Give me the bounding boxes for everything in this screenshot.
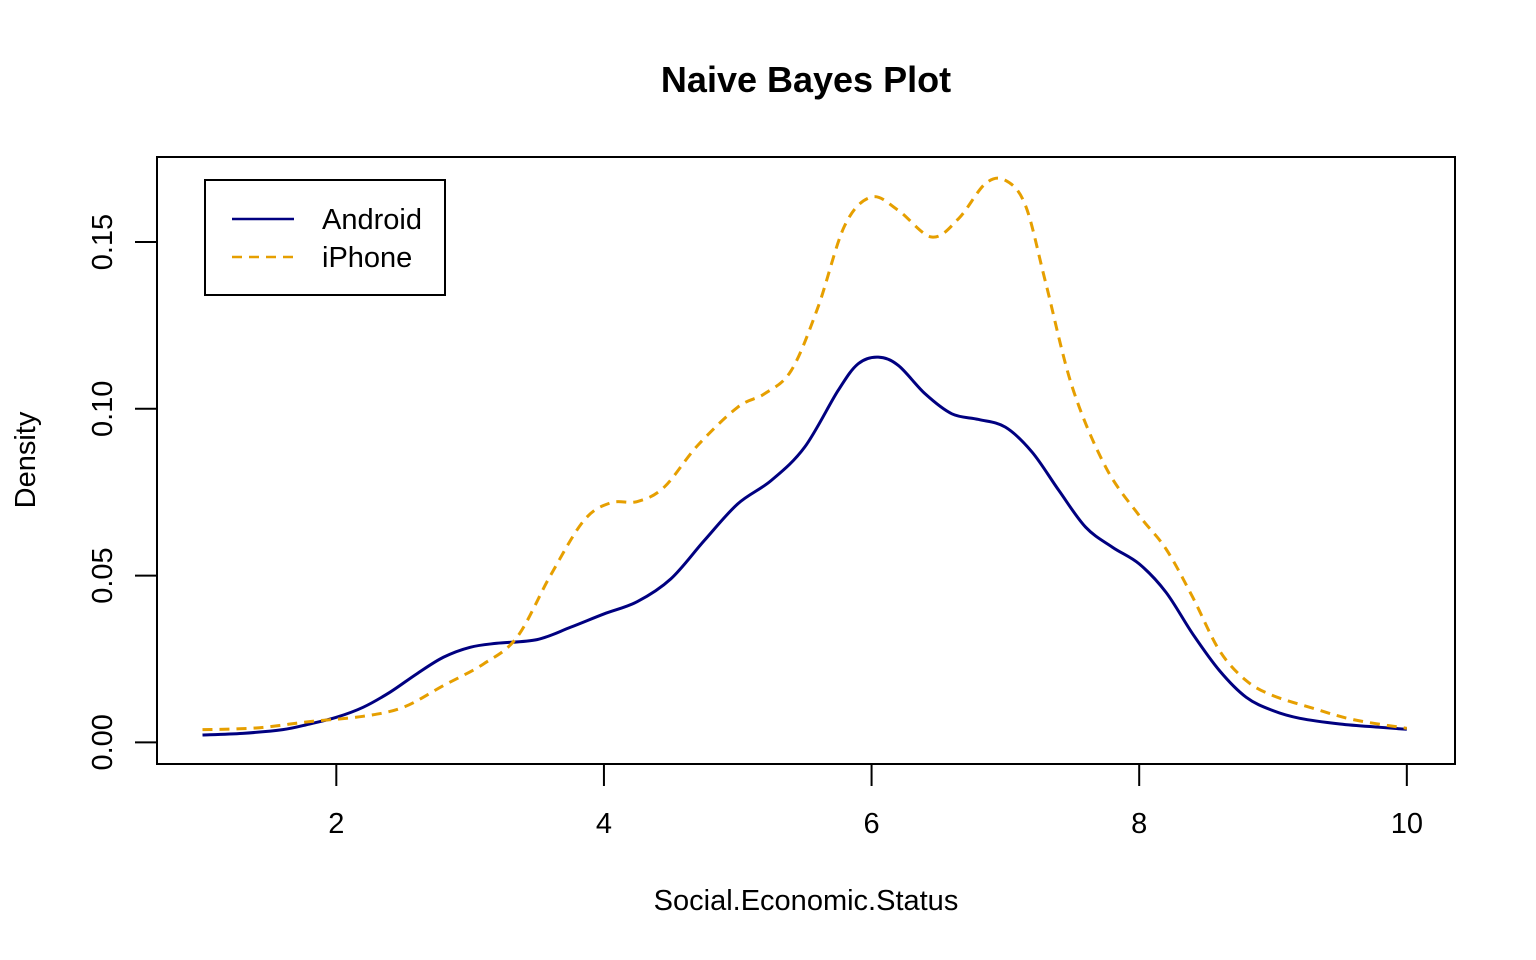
y-tick-label: 0.00 (87, 714, 119, 770)
legend-box (204, 179, 446, 296)
legend-label-iphone: iPhone (322, 242, 412, 274)
series-lines (202, 176, 1408, 737)
y-tick-label: 0.10 (87, 381, 119, 437)
series-line-android (202, 355, 1407, 737)
x-tick-label: 2 (328, 808, 344, 840)
x-tick-label: 8 (1131, 808, 1147, 840)
legend-label-android: Android (322, 204, 422, 236)
x-tick-label: 6 (863, 808, 879, 840)
series-line-iphone (202, 176, 1408, 732)
legend: Android iPhone (204, 179, 446, 296)
chart-title: Naive Bayes Plot (661, 59, 951, 100)
y-axis-label: Density (10, 411, 42, 508)
x-axis: 2 4 6 8 10 (328, 763, 1423, 840)
y-tick-label: 0.15 (87, 214, 119, 270)
x-tick-label: 4 (596, 808, 612, 840)
y-axis: 0.00 0.05 0.10 0.15 (87, 214, 158, 771)
x-axis-label: Social.Economic.Status (654, 885, 959, 917)
y-tick-label: 0.05 (87, 547, 119, 603)
x-tick-label: 10 (1391, 808, 1423, 840)
